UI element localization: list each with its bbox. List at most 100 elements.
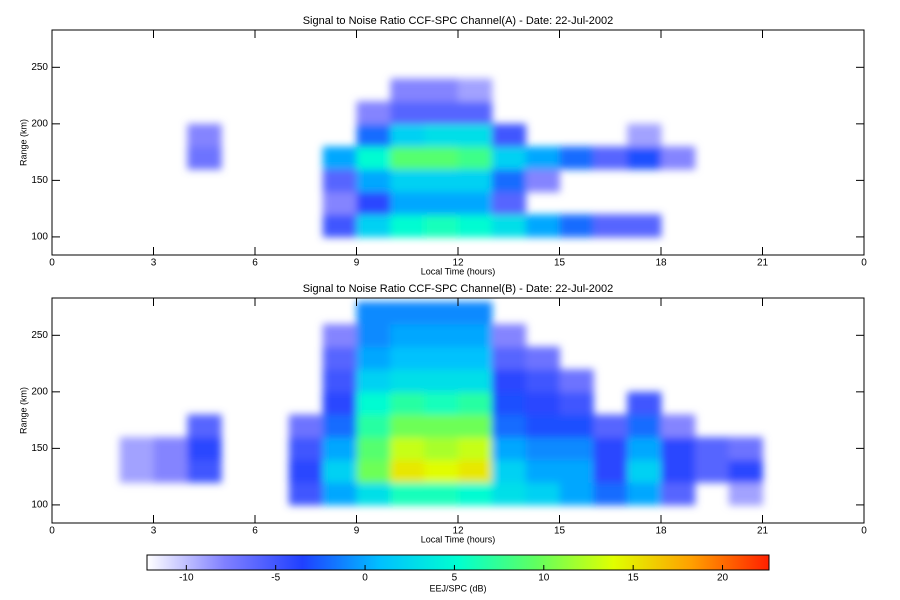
x-tick-label: 21 bbox=[757, 526, 769, 537]
colorbar-tick-label: 20 bbox=[717, 573, 729, 584]
heat-cell bbox=[356, 437, 391, 461]
heat-cell bbox=[525, 146, 560, 170]
heat-cell bbox=[424, 346, 459, 370]
heat-cell bbox=[593, 459, 628, 483]
colorbar-tick-label: -5 bbox=[271, 573, 280, 584]
heat-cell bbox=[593, 146, 628, 170]
heat-cell bbox=[390, 482, 425, 506]
heat-cell bbox=[390, 301, 425, 325]
heat-cell bbox=[424, 78, 459, 102]
heat-cell bbox=[390, 391, 425, 415]
y-tick-label: 200 bbox=[31, 386, 48, 397]
x-tick-label: 3 bbox=[151, 526, 157, 537]
heat-cell bbox=[458, 369, 493, 393]
chart-title: Signal to Noise Ratio CCF-SPC Channel(A)… bbox=[303, 15, 614, 27]
heat-cell bbox=[322, 369, 357, 393]
heat-cell bbox=[525, 459, 560, 483]
y-tick-label: 100 bbox=[31, 500, 48, 511]
heat-cell bbox=[187, 437, 222, 461]
heat-cell bbox=[288, 482, 324, 506]
heat-cell bbox=[390, 214, 425, 238]
heat-cell bbox=[661, 437, 696, 461]
heat-cell bbox=[424, 146, 459, 170]
heat-cell bbox=[728, 459, 763, 483]
heat-cell bbox=[322, 459, 357, 483]
y-axis-label: Range (km) bbox=[18, 119, 28, 166]
heat-cell bbox=[322, 482, 357, 506]
heat-cell bbox=[525, 414, 560, 438]
heat-cell bbox=[728, 482, 763, 506]
y-tick-label: 200 bbox=[31, 118, 48, 129]
heat-cell bbox=[424, 301, 459, 325]
heat-cell bbox=[525, 482, 560, 506]
heat-cell bbox=[491, 369, 527, 393]
heat-cell bbox=[627, 459, 662, 483]
heat-cell bbox=[356, 391, 391, 415]
heat-cell bbox=[356, 301, 391, 325]
heat-cell bbox=[491, 324, 527, 348]
heat-cell bbox=[424, 324, 459, 348]
heat-cell bbox=[390, 459, 425, 483]
y-tick-label: 100 bbox=[31, 232, 48, 243]
heat-cell bbox=[627, 414, 662, 438]
heat-cell bbox=[390, 78, 425, 102]
heat-cell bbox=[593, 482, 628, 506]
x-tick-label: 18 bbox=[655, 258, 667, 269]
x-tick-label: 15 bbox=[554, 258, 566, 269]
heat-cell bbox=[491, 123, 527, 147]
heat-cell bbox=[390, 191, 425, 215]
heat-cell bbox=[390, 146, 425, 170]
heat-cell bbox=[559, 459, 594, 483]
heat-cell bbox=[322, 324, 357, 348]
heat-cell bbox=[491, 214, 527, 238]
heat-cell bbox=[458, 346, 493, 370]
heat-cell bbox=[356, 146, 391, 170]
y-tick-label: 150 bbox=[31, 443, 48, 454]
heatmap bbox=[187, 78, 696, 238]
heat-cell bbox=[491, 346, 527, 370]
heat-cell bbox=[525, 437, 560, 461]
heat-cell bbox=[153, 437, 188, 461]
x-tick-label: 9 bbox=[354, 526, 360, 537]
colorbar-tick-label: -10 bbox=[179, 573, 194, 584]
heat-cell bbox=[119, 459, 154, 483]
heat-cell bbox=[119, 437, 154, 461]
x-tick-label: 0 bbox=[861, 526, 867, 537]
heat-cell bbox=[390, 123, 425, 147]
heat-cell bbox=[458, 146, 493, 170]
heat-cell bbox=[491, 482, 527, 506]
x-tick-label: 12 bbox=[452, 258, 464, 269]
heat-cell bbox=[458, 459, 493, 483]
heat-cell bbox=[661, 146, 696, 170]
heat-cell bbox=[187, 414, 222, 438]
heat-cell bbox=[661, 482, 696, 506]
heat-cell bbox=[458, 437, 493, 461]
heat-cell bbox=[322, 146, 357, 170]
heat-cell bbox=[458, 101, 493, 125]
heat-cell bbox=[458, 301, 493, 325]
heat-cell bbox=[458, 482, 493, 506]
heat-cell bbox=[593, 437, 628, 461]
heat-cell bbox=[458, 191, 493, 215]
heat-cell bbox=[424, 191, 459, 215]
heat-cell bbox=[458, 169, 493, 193]
colorbar-tick-label: 15 bbox=[628, 573, 640, 584]
heat-cell bbox=[356, 123, 391, 147]
heat-cell bbox=[322, 191, 357, 215]
x-tick-label: 3 bbox=[151, 258, 157, 269]
heat-cell bbox=[187, 146, 222, 170]
heat-cell bbox=[458, 324, 493, 348]
heat-cell bbox=[424, 437, 459, 461]
x-axis-label: Local Time (hours) bbox=[421, 266, 496, 276]
x-tick-label: 0 bbox=[861, 258, 867, 269]
x-tick-label: 6 bbox=[252, 526, 258, 537]
plot-area bbox=[119, 301, 763, 506]
heat-cell bbox=[627, 391, 662, 415]
heat-cell bbox=[525, 346, 560, 370]
heat-cell bbox=[559, 369, 594, 393]
heat-cell bbox=[356, 346, 391, 370]
heat-cell bbox=[525, 214, 560, 238]
heat-cell bbox=[390, 169, 425, 193]
